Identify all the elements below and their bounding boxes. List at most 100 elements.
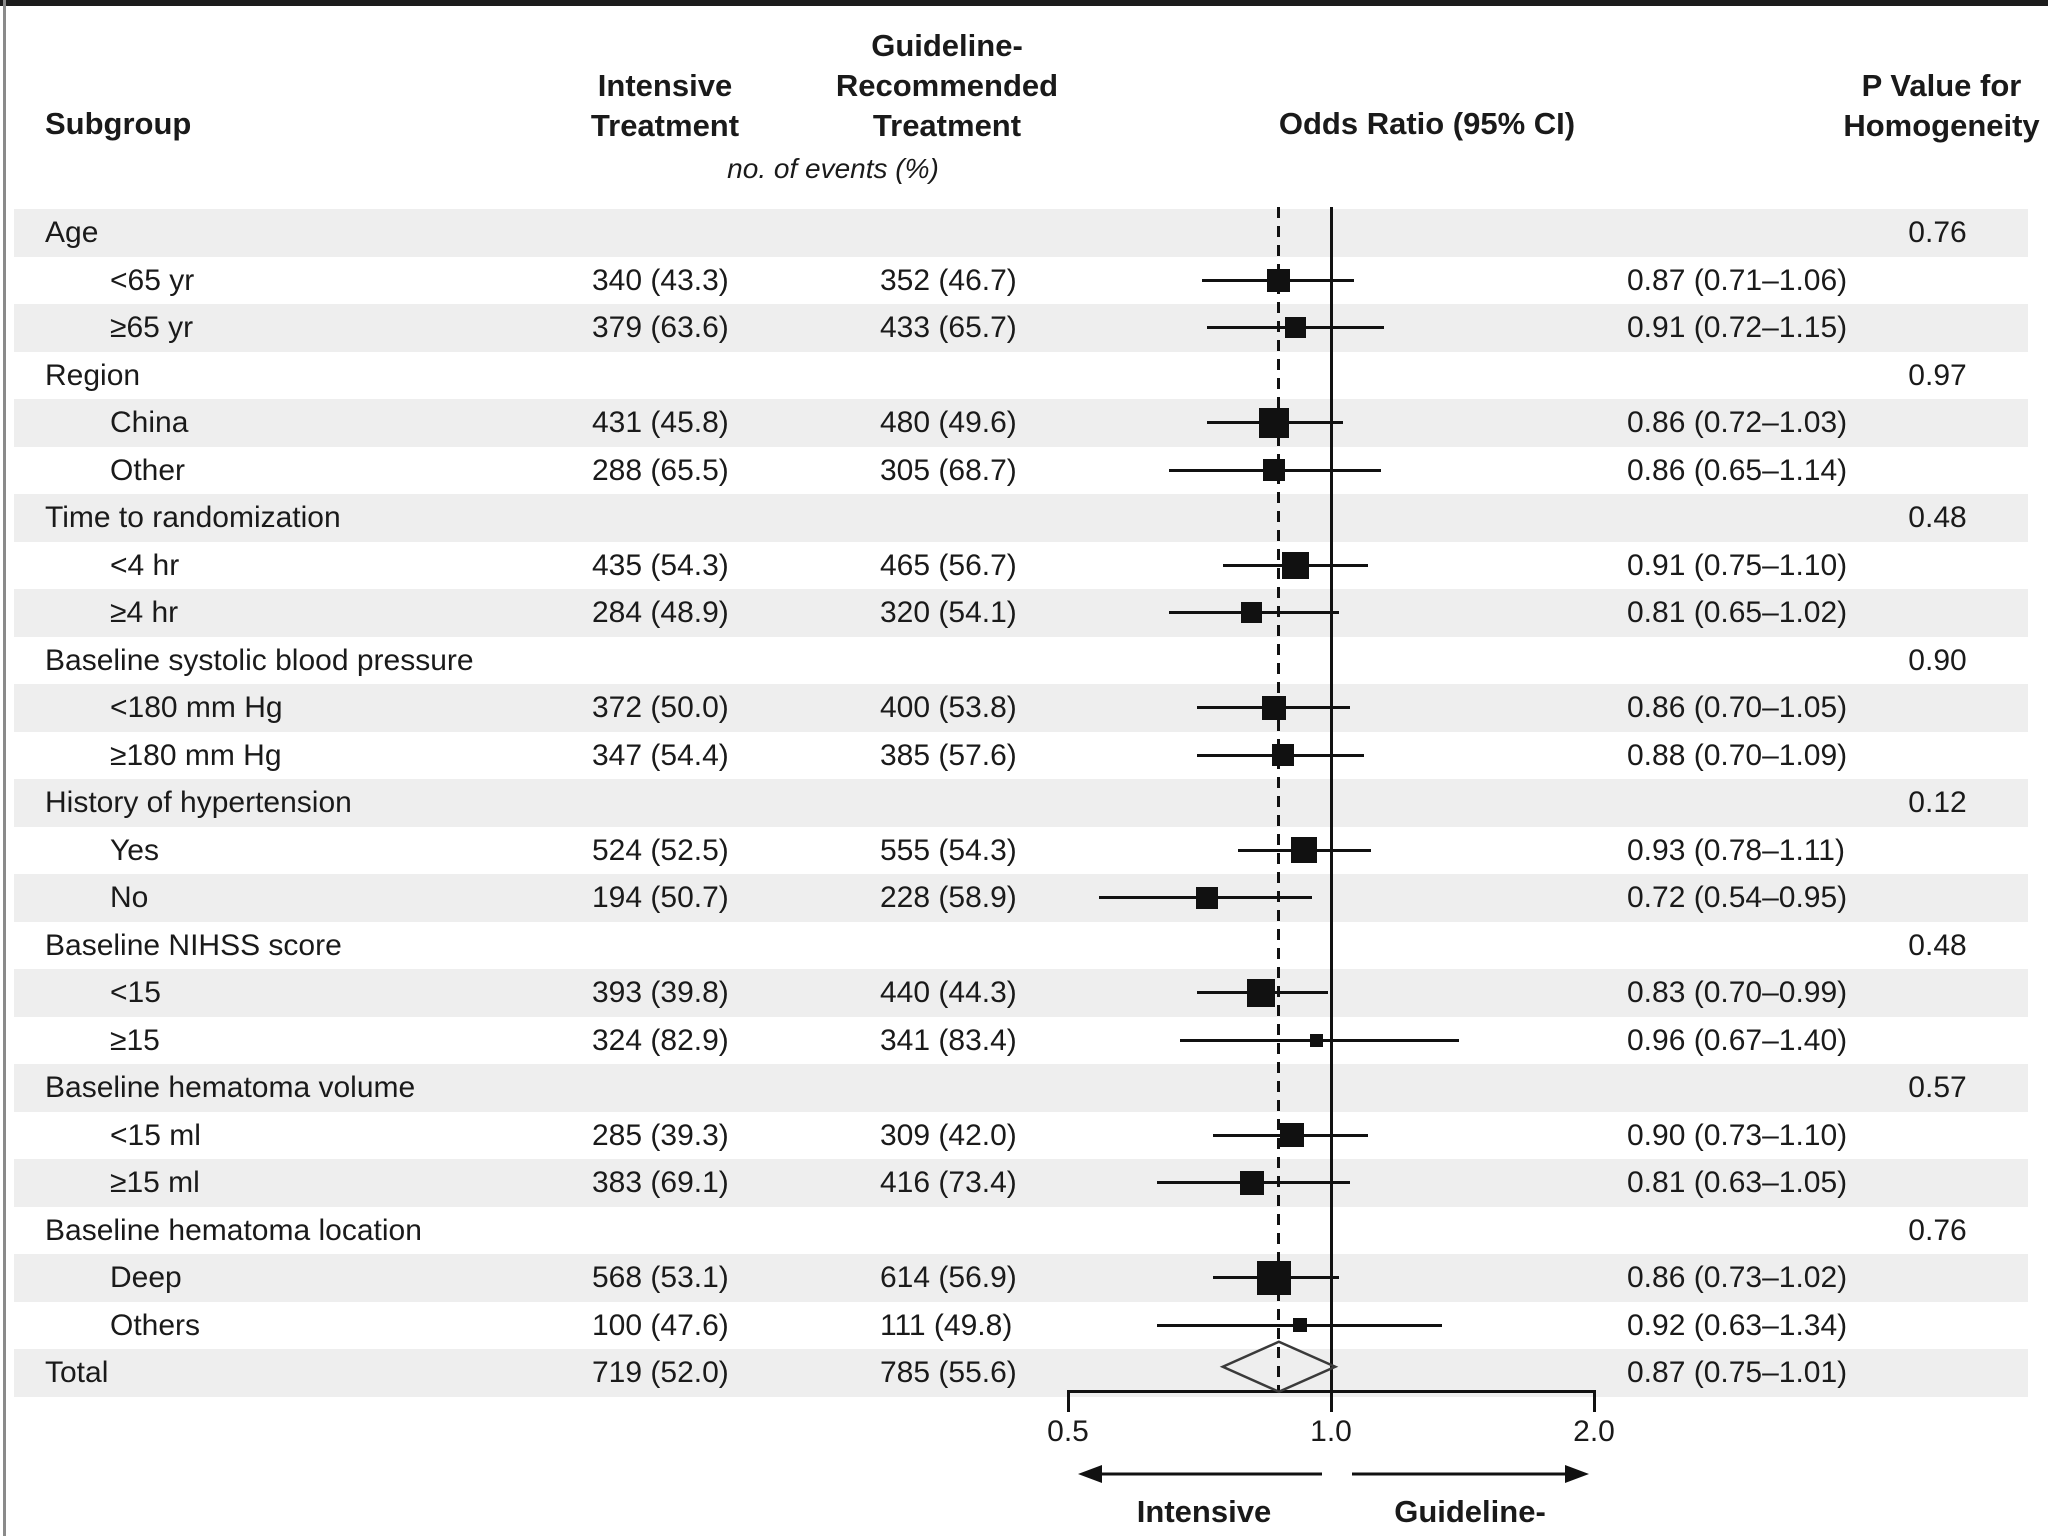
p-value: 0.97: [1908, 358, 1967, 392]
or-marker: [1285, 317, 1307, 339]
row-stripe: [14, 494, 2028, 542]
intensive-value: 393 (39.8): [592, 976, 729, 1009]
row-label: Other: [110, 453, 186, 487]
guideline-value: 320 (54.1): [880, 596, 1017, 629]
row-label: Yes: [110, 833, 159, 867]
or-ci-value: 0.86 (0.70–1.05): [1627, 691, 1848, 724]
or-marker: [1259, 407, 1290, 438]
intensive-value: 568 (53.1): [592, 1261, 729, 1294]
row-label: ≥180 mm Hg: [110, 738, 282, 772]
row-label: History of hypertension: [45, 786, 352, 819]
row-label: Total: [45, 1356, 109, 1389]
intensive-value: 288 (65.5): [592, 453, 729, 487]
row-stripe: [14, 1064, 2028, 1112]
column-header-subgroup: Subgroup: [45, 106, 192, 141]
or-ci-value: 0.81 (0.65–1.02): [1627, 596, 1848, 629]
guideline-value: 400 (53.8): [880, 691, 1017, 724]
row-stripe: [14, 1159, 2028, 1207]
figure-top-border: [0, 0, 2048, 6]
or-ci-value: 0.87 (0.75–1.01): [1627, 1356, 1848, 1389]
or-ci-value: 0.81 (0.63–1.05): [1627, 1166, 1848, 1199]
or-marker: [1241, 602, 1263, 624]
x-tick-label-20: 2.0: [1573, 1415, 1615, 1448]
row-label: ≥15: [110, 1023, 160, 1057]
intensive-value: 347 (54.4): [592, 738, 729, 772]
guideline-value: 352 (46.7): [880, 263, 1017, 297]
row-stripe: [14, 209, 2028, 257]
guideline-value: 614 (56.9): [880, 1261, 1017, 1294]
column-header-p-value: P Value for Homogeneity: [1843, 68, 2040, 143]
or-marker: [1247, 978, 1276, 1007]
or-marker: [1282, 551, 1310, 579]
row-label: ≥4 hr: [110, 596, 179, 629]
intensive-value: 524 (52.5): [592, 833, 729, 867]
or-marker: [1196, 886, 1219, 909]
row-label: Baseline systolic blood pressure: [45, 643, 474, 677]
row-label: Others: [110, 1308, 201, 1342]
guideline-value: 480 (49.6): [880, 406, 1017, 439]
or-ci-value: 0.90 (0.73–1.10): [1627, 1118, 1848, 1152]
row-label: <15: [110, 976, 161, 1009]
row-label: Baseline hematoma location: [45, 1213, 422, 1247]
row-label: <4 hr: [110, 548, 180, 582]
row-label: Time to randomization: [45, 501, 341, 534]
or-ci-value: 0.86 (0.73–1.02): [1627, 1261, 1848, 1294]
row-label: ≥65 yr: [110, 311, 194, 344]
or-ci-value: 0.72 (0.54–0.95): [1627, 881, 1848, 914]
row-stripe: [14, 874, 2028, 922]
x-tick-label-10: 1.0: [1310, 1415, 1352, 1448]
column-header-odds-ratio: Odds Ratio (95% CI): [1278, 106, 1576, 141]
row-label: ≥15 ml: [110, 1166, 200, 1199]
or-ci-value: 0.86 (0.65–1.14): [1627, 453, 1848, 487]
or-ci-value: 0.87 (0.71–1.06): [1627, 263, 1848, 297]
row-stripe: [14, 304, 2028, 352]
or-marker: [1263, 459, 1286, 482]
guideline-value: 785 (55.6): [880, 1356, 1017, 1389]
row-stripe: [14, 399, 2028, 447]
or-marker: [1239, 1170, 1264, 1195]
summary-diamond: [1219, 1340, 1339, 1394]
p-value: 0.48: [1908, 501, 1967, 534]
intensive-value: 100 (47.6): [592, 1308, 729, 1342]
or-marker: [1267, 268, 1291, 292]
intensive-value: 284 (48.9): [592, 596, 729, 629]
guideline-value: 433 (65.7): [880, 311, 1017, 344]
intensive-value: 340 (43.3): [592, 263, 729, 297]
row-label: <180 mm Hg: [110, 691, 283, 724]
row-label: <65 yr: [110, 263, 195, 297]
or-ci-value: 0.86 (0.72–1.03): [1627, 406, 1848, 439]
row-label: Baseline hematoma volume: [45, 1071, 416, 1104]
or-marker: [1291, 837, 1318, 864]
row-label: China: [110, 406, 189, 439]
row-stripe: [14, 779, 2028, 827]
guideline-value: 385 (57.6): [880, 738, 1017, 772]
row-stripe: [14, 1349, 2028, 1397]
or-ci-value: 0.96 (0.67–1.40): [1627, 1023, 1848, 1057]
p-value: 0.76: [1908, 1213, 1967, 1247]
guideline-value: 416 (73.4): [880, 1166, 1017, 1199]
guideline-value: 555 (54.3): [880, 833, 1017, 867]
guideline-value: 228 (58.9): [880, 881, 1017, 914]
right-arrow-head: [1565, 1465, 1589, 1483]
or-ci-value: 0.91 (0.72–1.15): [1627, 311, 1848, 344]
guideline-value: 111 (49.8): [880, 1308, 1013, 1342]
p-value: 0.76: [1908, 216, 1967, 249]
row-stripe: [14, 969, 2028, 1017]
or-marker: [1309, 1033, 1323, 1047]
intensive-value: 431 (45.8): [592, 406, 729, 439]
intensive-value: 379 (63.6): [592, 311, 729, 344]
guideline-value: 309 (42.0): [880, 1118, 1017, 1152]
intensive-value: 285 (39.3): [592, 1118, 729, 1152]
p-value: 0.57: [1908, 1071, 1967, 1104]
or-ci-value: 0.92 (0.63–1.34): [1627, 1308, 1848, 1342]
row-label: Age: [45, 216, 99, 249]
row-stripe: [14, 1254, 2028, 1302]
or-ci-value: 0.93 (0.78–1.11): [1627, 833, 1845, 867]
intensive-value: 719 (52.0): [592, 1356, 729, 1389]
row-label: <15 ml: [110, 1118, 201, 1152]
guideline-value: 465 (56.7): [880, 548, 1017, 582]
column-header-guideline-treatment: Guideline- Recommended Treatment: [835, 28, 1059, 143]
guideline-value: 341 (83.4): [880, 1023, 1017, 1057]
or-marker: [1262, 695, 1287, 720]
